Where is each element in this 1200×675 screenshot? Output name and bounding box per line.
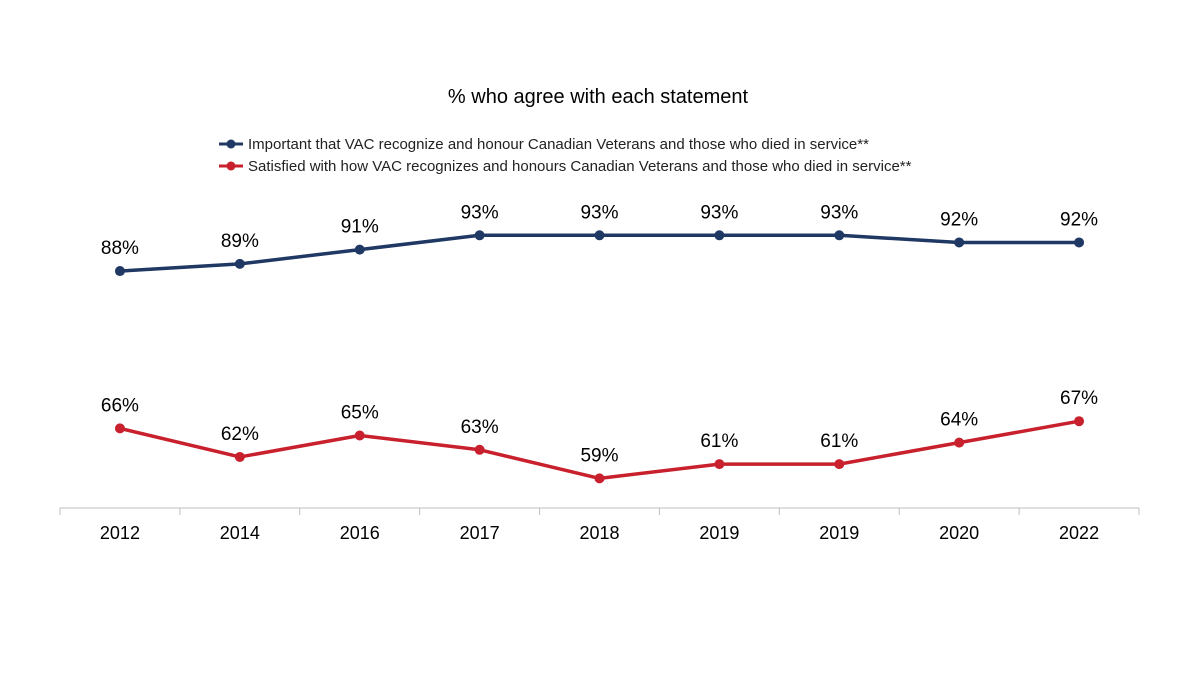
data-label: 92%	[940, 209, 978, 230]
data-label: 93%	[700, 202, 738, 223]
data-label: 93%	[580, 202, 618, 223]
series-1: 66% 62% 65% 63% 59% 61% 61% 64% 67%	[101, 388, 1098, 484]
data-label: 66%	[101, 395, 139, 416]
x-tick-label: 2012	[100, 523, 140, 543]
legend-label-satisfied: Satisfied with how VAC recognizes and ho…	[248, 158, 912, 175]
data-point	[594, 473, 605, 484]
data-point	[714, 230, 725, 241]
data-label: 61%	[700, 431, 738, 452]
data-label: 64%	[940, 410, 978, 431]
legend-entry-important: Important that VAC recognize and honour …	[219, 136, 869, 153]
data-label: 61%	[820, 431, 858, 452]
x-tick-label: 2019	[819, 523, 859, 543]
data-label: 59%	[580, 445, 618, 466]
x-tick-label: 2017	[460, 523, 500, 543]
data-label: 93%	[461, 202, 499, 223]
data-point	[354, 244, 365, 255]
legend-marker-important	[226, 139, 236, 149]
data-label: 63%	[461, 417, 499, 438]
chart-title: % who agree with each statement	[448, 86, 749, 108]
x-tick-label: 2018	[579, 523, 619, 543]
data-point	[1074, 416, 1085, 427]
legend-entry-satisfied: Satisfied with how VAC recognizes and ho…	[219, 158, 912, 175]
data-point	[354, 430, 365, 441]
data-label: 62%	[221, 424, 259, 445]
data-point	[114, 266, 125, 277]
data-point	[714, 459, 725, 470]
data-label: 92%	[1060, 209, 1098, 230]
data-label: 67%	[1060, 388, 1098, 409]
legend-marker-satisfied	[226, 161, 236, 171]
data-point	[594, 230, 605, 241]
x-tick-label: 2016	[340, 523, 380, 543]
data-point	[834, 230, 845, 241]
x-axis: 2012 2014 2016 2017 2018 2019 2019 2020 2022	[59, 507, 1140, 543]
series-line	[118, 233, 1081, 273]
x-tick-label: 2014	[220, 523, 260, 543]
data-point	[234, 258, 245, 269]
data-point	[474, 230, 485, 241]
x-tick-label: 2022	[1059, 523, 1099, 543]
data-label: 65%	[341, 403, 379, 424]
data-point	[1074, 237, 1085, 248]
legend: Important that VAC recognize and honour …	[219, 136, 912, 175]
x-tick-label: 2020	[939, 523, 979, 543]
data-point	[954, 437, 965, 448]
data-label: 88%	[101, 238, 139, 259]
data-point	[114, 423, 125, 434]
data-label: 93%	[820, 202, 858, 223]
data-point	[954, 237, 965, 248]
data-label: 89%	[221, 231, 259, 252]
legend-label-important: Important that VAC recognize and honour …	[248, 136, 869, 153]
data-label: 91%	[341, 217, 379, 238]
data-point	[234, 451, 245, 462]
series-layer: 88% 89% 91% 93% 93% 93% 93% 92% 92% 66% 62% 65% 63% 5…	[101, 202, 1098, 484]
series-0: 88% 89% 91% 93% 93% 93% 93% 92% 92%	[101, 202, 1098, 277]
x-tick-label: 2019	[699, 523, 739, 543]
data-point	[834, 459, 845, 470]
data-point	[474, 444, 485, 455]
